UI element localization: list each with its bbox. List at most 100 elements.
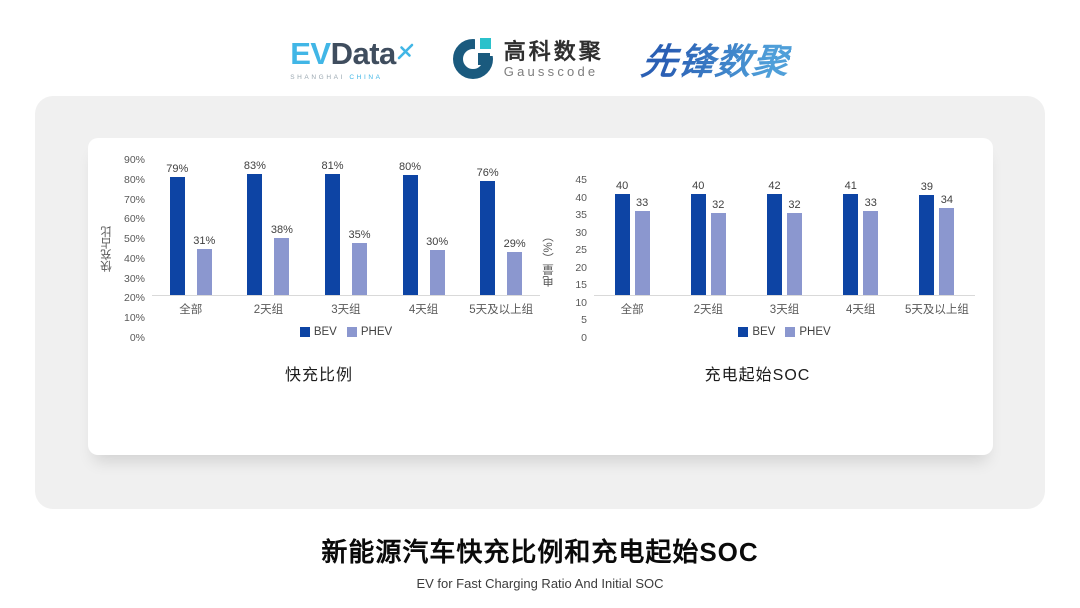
chart-titles-row: 快充比例 充电起始SOC (88, 361, 993, 385)
legend-label: BEV (752, 326, 776, 338)
category-label: 4天组 (846, 304, 876, 316)
category-label: 3天组 (331, 304, 361, 316)
category-label: 5天及以上组 (904, 304, 969, 316)
bar-group: 80% 30% (385, 160, 463, 295)
bar-phev (939, 208, 955, 295)
y-tick-label: 40% (123, 252, 145, 265)
y-tick-label: 90% (123, 154, 145, 166)
category-label: 全部 (179, 304, 203, 316)
page-subtitle: EV for Fast Charging Ratio And Initial S… (416, 576, 664, 591)
legend-label: PHEV (799, 326, 831, 338)
category-label: 全部 (620, 304, 644, 316)
value-label: 34 (940, 194, 954, 207)
bar-bev (919, 195, 935, 295)
bar-group: 79% 31% (152, 160, 230, 295)
bar-wrapper: 83% (244, 160, 266, 295)
y-tick-label: 30% (123, 272, 145, 285)
legend-item: BEV (299, 326, 337, 338)
chart-initial-soc: 电量（%） 0 5 10 15 20 25 30 35 40 45 40 33 40 32 42 32 41 3… (540, 174, 975, 344)
bar-wrapper: 30% (426, 160, 448, 295)
evdata-shanghai-text: SHANGHAI (290, 73, 345, 81)
legend-item: PHEV (346, 326, 393, 338)
value-label: 80% (399, 161, 422, 173)
plot-column: 79% 31% 83% 38% 81% 35% 80% 30% 76% 29% 全部 2天组 3天组 4… (152, 160, 540, 338)
bar-wrapper: 79% (166, 160, 188, 295)
y-tick-label: 40 (575, 191, 587, 204)
plot-flex: 0 5 10 15 20 25 30 35 40 45 40 33 40 32 42 32 41 33 39 34 … (558, 174, 975, 344)
bar-wrapper: 80% (399, 160, 421, 295)
bar-wrapper: 33 (863, 180, 879, 295)
gausscode-g-icon (452, 36, 496, 80)
y-tick-label: 35 (575, 209, 587, 222)
gausscode-cyan-square (479, 38, 491, 49)
value-label: 79% (166, 162, 189, 175)
category-label: 4天组 (408, 304, 439, 316)
y-tick-label: 50% (123, 233, 145, 246)
legend-label: BEV (313, 326, 337, 338)
bar-group: 42 32 (746, 180, 822, 295)
value-label: 30% (426, 236, 449, 248)
y-tick-label: 0% (129, 332, 145, 344)
footer: 新能源汽车快充比例和充电起始SOC EV for Fast Charging R… (0, 532, 1080, 591)
legend-swatch (346, 327, 357, 337)
y-tick-label: 30 (575, 226, 587, 239)
evdata-logo: EV Data SHANGHAI CHINA (290, 38, 414, 81)
y-tick-label: 0 (581, 332, 587, 344)
value-label: 76% (476, 167, 499, 179)
bar-phev (863, 210, 879, 295)
charts-row: 快充占比 0% 10% 20% 30% 40% 50% 60% 70% 80% 90% 79% 31… (88, 138, 993, 344)
y-tick-label: 25 (575, 244, 587, 257)
evdata-data-text: Data (330, 35, 397, 71)
value-label: 29% (503, 237, 526, 250)
bar-group: 76% 29% (462, 160, 540, 295)
y-tick-label: 5 (581, 314, 587, 327)
value-label: 32 (712, 199, 725, 212)
gausscode-en-name: Gausscode (503, 63, 599, 79)
y-axis-title: 电量（%） (543, 230, 555, 288)
y-tick-label: 10 (575, 296, 587, 309)
legend-swatch (738, 327, 749, 337)
bar-wrapper: 41 (843, 180, 859, 295)
legend-label: PHEV (360, 326, 393, 338)
plot-area: 40 33 40 32 42 32 41 33 39 34 (594, 180, 975, 296)
chart-panel: 快充占比 0% 10% 20% 30% 40% 50% 60% 70% 80% 90% 79% 31… (35, 96, 1045, 509)
legend-item: BEV (738, 326, 775, 338)
value-label: 83% (243, 160, 266, 172)
category-label: 2天组 (693, 304, 723, 316)
category-label: 2天组 (253, 304, 284, 316)
bar-bev (324, 174, 340, 295)
value-label: 38% (270, 224, 293, 236)
value-label: 35% (348, 228, 371, 241)
bar-bev (767, 194, 782, 295)
y-tick-label: 45 (575, 174, 587, 186)
bar-group: 40 33 (594, 180, 670, 295)
legend-item: PHEV (785, 326, 831, 338)
gausscode-logo: 高科数聚 Gausscode (452, 36, 604, 80)
bar-bev (843, 194, 859, 295)
bar-group: 41 33 (823, 180, 899, 295)
bar-group: 81% 35% (307, 160, 385, 295)
chart-card: 快充占比 0% 10% 20% 30% 40% 50% 60% 70% 80% 90% 79% 31… (88, 138, 993, 455)
bar-group: 83% 38% (230, 160, 308, 295)
bar-wrapper: 32 (710, 180, 726, 295)
legend-swatch (299, 327, 310, 337)
plot-area: 79% 31% 83% 38% 81% 35% 80% 30% 76% 29% (152, 160, 540, 296)
bar-phev (429, 250, 445, 295)
bar-wrapper: 42 (767, 180, 782, 295)
bar-phev (507, 251, 523, 295)
legend: BEV PHEV (152, 326, 540, 338)
category-row: 全部 2天组 3天组 4天组 5天及以上组 (594, 301, 975, 317)
bar-phev (274, 238, 290, 295)
bar-bev (690, 194, 706, 295)
y-axis: 0% 10% 20% 30% 40% 50% 60% 70% 80% 90% (116, 154, 152, 344)
value-label: 40 (692, 180, 705, 192)
value-label: 39 (920, 181, 934, 194)
gausscode-dark-square (477, 53, 490, 65)
plot-column: 40 33 40 32 42 32 41 33 39 34 全部 2天组 3天组 4天组 5天及以上组 B… (594, 180, 975, 338)
chart-title-fast-charging: 快充比例 (284, 367, 353, 384)
y-tick-label: 15 (575, 279, 587, 292)
page-title: 新能源汽车快充比例和充电起始SOC (321, 537, 759, 567)
value-label: 81% (321, 160, 344, 172)
evdata-star-icon (397, 34, 414, 65)
gausscode-text: 高科数聚 Gausscode (504, 40, 604, 79)
